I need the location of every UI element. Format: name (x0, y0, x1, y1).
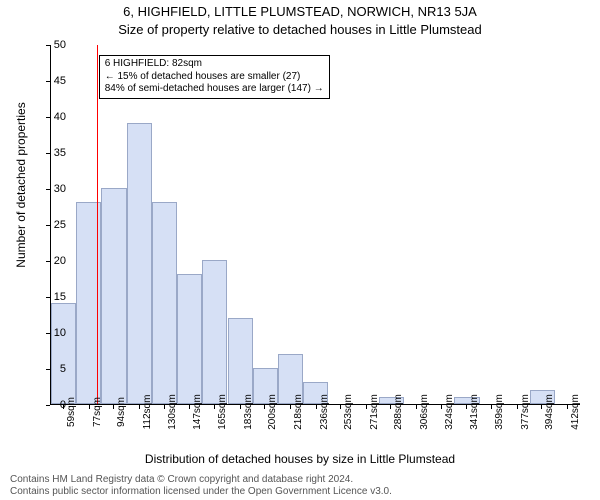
x-tick-mark (390, 405, 391, 409)
y-tick-label: 40 (36, 111, 66, 123)
x-tick-mark (139, 405, 140, 409)
chart-subtitle: Size of property relative to detached ho… (0, 22, 600, 37)
x-tick-label: 236sqm (319, 394, 330, 430)
x-tick-label: 412sqm (570, 394, 581, 430)
y-tick-mark (46, 81, 50, 82)
x-tick-mark (113, 405, 114, 409)
x-tick-label: 94sqm (116, 397, 127, 427)
x-tick-mark (416, 405, 417, 409)
x-tick-mark (290, 405, 291, 409)
property-marker-line (97, 45, 98, 404)
x-tick-mark (89, 405, 90, 409)
x-tick-label: 218sqm (293, 394, 304, 430)
y-tick-label: 25 (36, 219, 66, 231)
x-tick-mark (517, 405, 518, 409)
x-tick-label: 377sqm (520, 394, 531, 430)
x-tick-mark (189, 405, 190, 409)
x-tick-mark (264, 405, 265, 409)
y-tick-label: 20 (36, 255, 66, 267)
x-tick-label: 394sqm (544, 394, 555, 430)
histogram-bar (228, 318, 253, 404)
x-tick-label: 147sqm (192, 394, 203, 430)
x-tick-mark (567, 405, 568, 409)
y-tick-label: 15 (36, 291, 66, 303)
y-tick-mark (46, 261, 50, 262)
annotation-line: ← 15% of detached houses are smaller (27… (105, 71, 324, 84)
x-tick-label: 253sqm (343, 394, 354, 430)
x-tick-label: 341sqm (469, 394, 480, 430)
x-tick-label: 183sqm (243, 394, 254, 430)
attribution-footer: Contains HM Land Registry data © Crown c… (10, 474, 590, 498)
x-tick-mark (164, 405, 165, 409)
y-tick-label: 30 (36, 183, 66, 195)
y-tick-label: 5 (36, 363, 66, 375)
x-tick-label: 112sqm (142, 395, 153, 430)
x-axis-label: Distribution of detached houses by size … (0, 452, 600, 466)
x-tick-label: 130sqm (167, 394, 178, 430)
x-tick-mark (316, 405, 317, 409)
plot-area: 6 HIGHFIELD: 82sqm← 15% of detached hous… (50, 45, 580, 405)
y-tick-label: 35 (36, 147, 66, 159)
histogram-bar (202, 260, 227, 404)
annotation-line: 84% of semi-detached houses are larger (… (105, 83, 324, 96)
y-tick-label: 50 (36, 39, 66, 51)
chart-title-address: 6, HIGHFIELD, LITTLE PLUMSTEAD, NORWICH,… (0, 4, 600, 19)
x-tick-label: 77sqm (92, 397, 103, 427)
y-tick-mark (46, 45, 50, 46)
y-tick-label: 45 (36, 75, 66, 87)
x-tick-mark (240, 405, 241, 409)
x-tick-mark (366, 405, 367, 409)
y-tick-mark (46, 333, 50, 334)
histogram-bar (152, 202, 177, 404)
x-tick-label: 306sqm (419, 394, 430, 430)
y-tick-mark (46, 117, 50, 118)
y-tick-label: 10 (36, 327, 66, 339)
y-tick-mark (46, 153, 50, 154)
x-tick-mark (441, 405, 442, 409)
x-tick-mark (491, 405, 492, 409)
y-tick-mark (46, 369, 50, 370)
annotation-line: 6 HIGHFIELD: 82sqm (105, 58, 324, 71)
y-tick-mark (46, 297, 50, 298)
x-tick-mark (541, 405, 542, 409)
marker-annotation: 6 HIGHFIELD: 82sqm← 15% of detached hous… (99, 55, 330, 99)
chart-container: 6, HIGHFIELD, LITTLE PLUMSTEAD, NORWICH,… (0, 0, 600, 500)
x-tick-mark (63, 405, 64, 409)
histogram-bar (101, 188, 126, 404)
x-tick-mark (214, 405, 215, 409)
x-tick-mark (466, 405, 467, 409)
x-tick-label: 165sqm (217, 394, 228, 430)
x-tick-label: 271sqm (369, 394, 380, 430)
x-tick-label: 200sqm (267, 394, 278, 430)
y-tick-mark (46, 189, 50, 190)
histogram-bar (127, 123, 152, 404)
y-tick-mark (46, 225, 50, 226)
x-tick-label: 59sqm (66, 397, 77, 427)
histogram-bar (51, 303, 76, 404)
x-tick-label: 359sqm (494, 394, 505, 430)
footer-line1: Contains HM Land Registry data © Crown c… (10, 474, 590, 486)
x-tick-label: 288sqm (393, 394, 404, 430)
footer-line2: Contains public sector information licen… (10, 486, 590, 498)
y-tick-mark (46, 405, 50, 406)
x-tick-mark (340, 405, 341, 409)
x-tick-label: 324sqm (444, 394, 455, 430)
y-tick-label: 0 (36, 399, 66, 411)
histogram-bar (177, 274, 202, 404)
y-axis-label: Number of detached properties (14, 0, 28, 405)
